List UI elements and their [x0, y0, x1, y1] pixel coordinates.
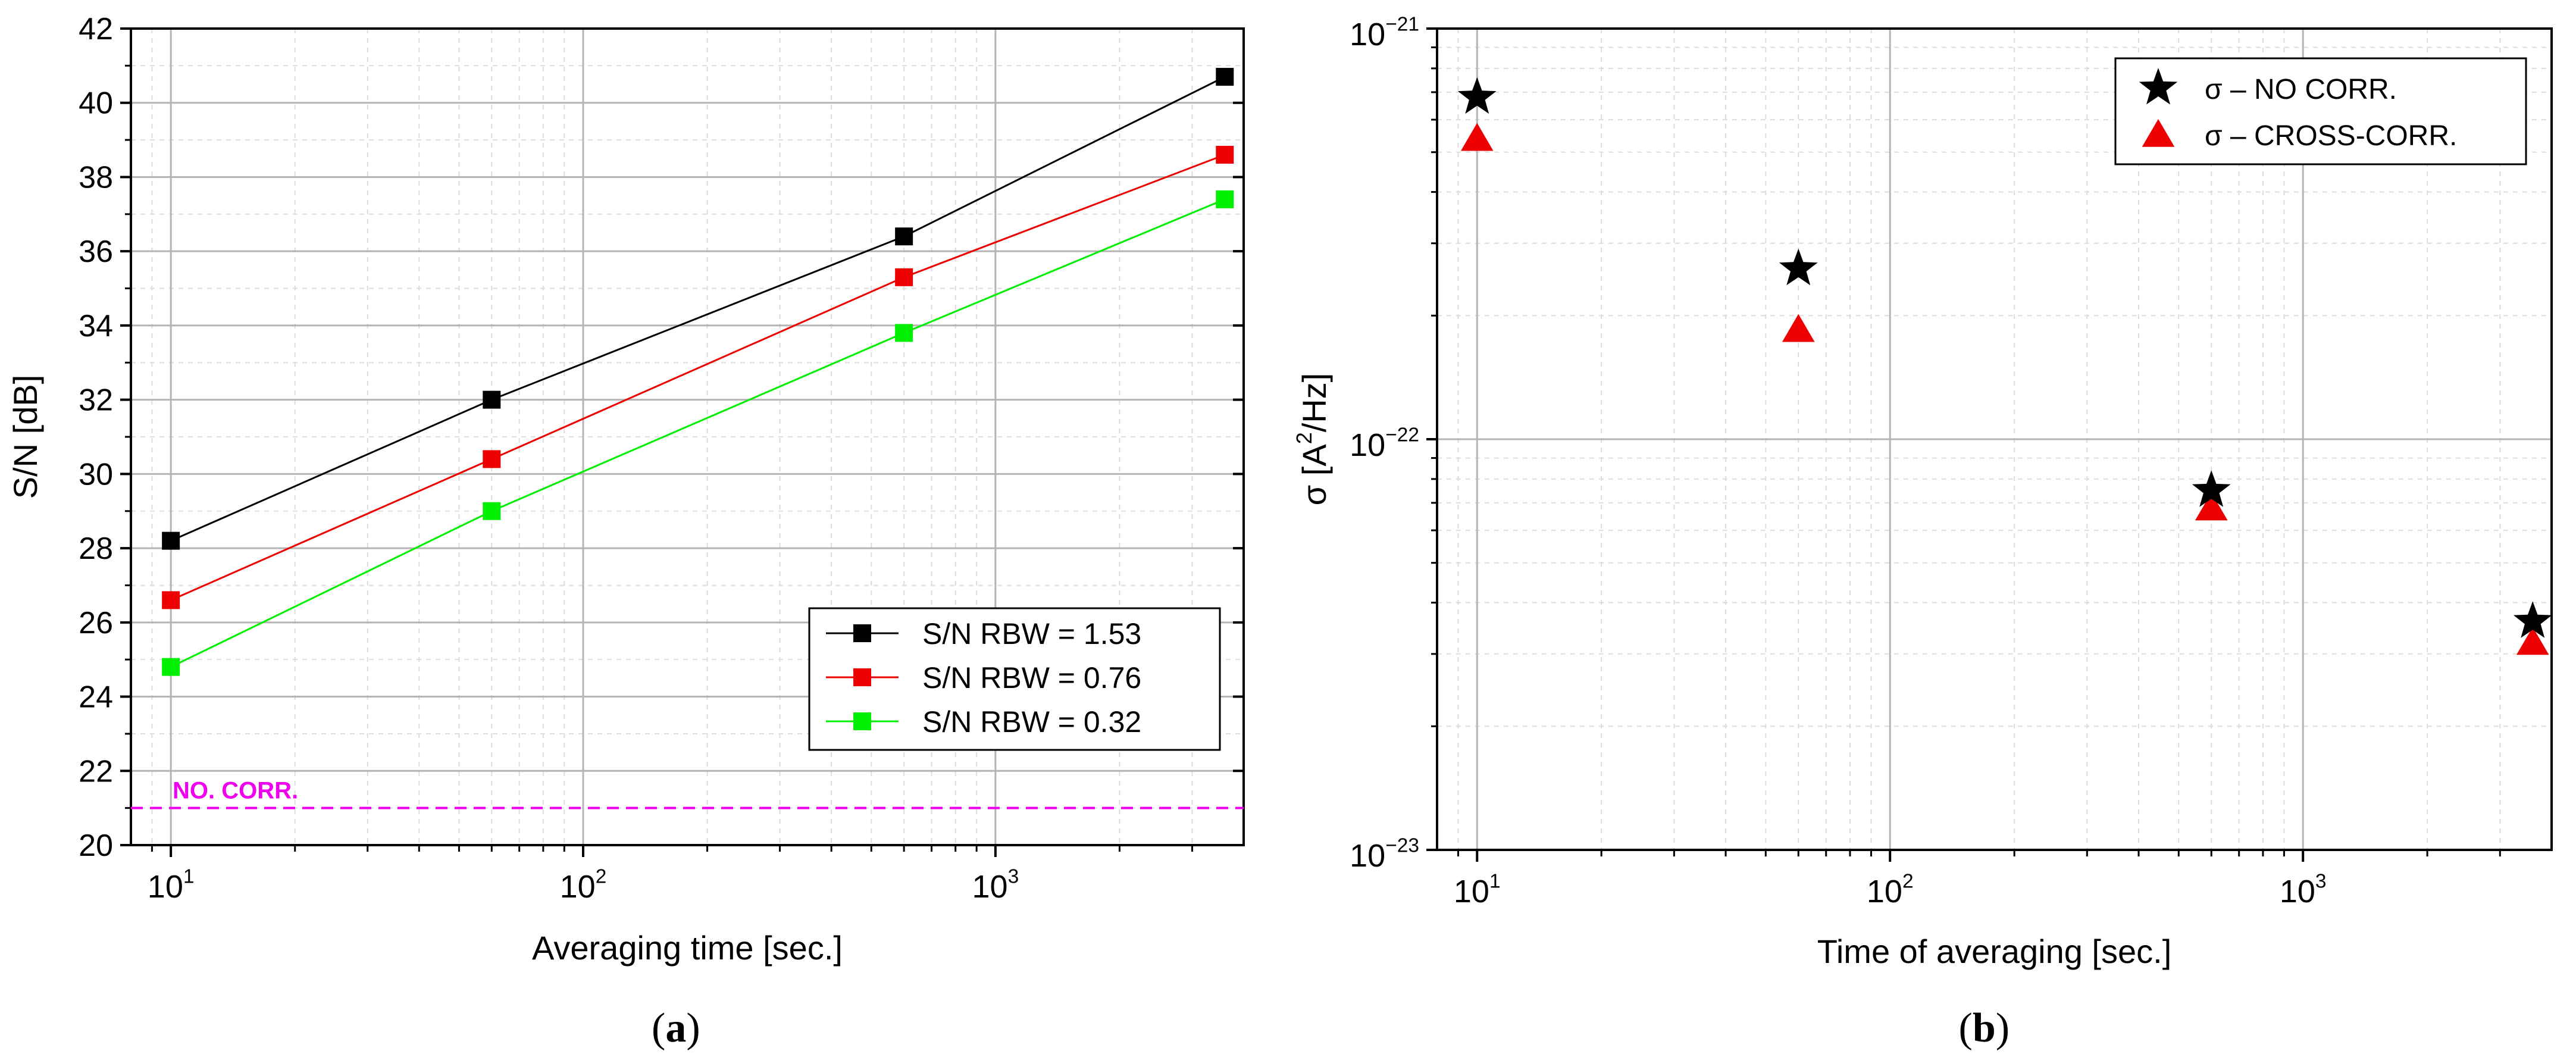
- data-point-triangle: [1460, 123, 1494, 151]
- legend-marker-star: [2139, 68, 2178, 105]
- data-point: [162, 531, 180, 550]
- y-tick-label: 40: [79, 86, 113, 121]
- y-tick-label: 10−21: [1350, 14, 1419, 52]
- series-line: [170, 198, 1225, 668]
- legend-marker: [853, 668, 871, 686]
- y-tick-label: 10−22: [1350, 424, 1419, 463]
- legend-box: [808, 607, 1221, 751]
- y-tick-label: 24: [79, 680, 113, 715]
- y-tick-label: 28: [79, 531, 113, 566]
- x-axis-title: Averaging time [sec.]: [532, 929, 843, 967]
- y-axis-title: S/N [dB]: [7, 375, 44, 499]
- chart-a: 20 22 24 26 28 30 32 34 36 38 40 42 101 102 103 Averagi…: [7, 12, 1245, 1051]
- legend-marker-triangle: [2142, 119, 2175, 147]
- data-point-star: [1779, 248, 1818, 286]
- y-tick-label: 34: [79, 309, 113, 343]
- data-point: [895, 324, 913, 342]
- y-axis-title: σ [A2/Hz]: [1292, 373, 1333, 506]
- y-tick-label: 20: [79, 828, 113, 863]
- chart-b: 10−23 10−22 10−21 101 102 103 Time of averagin…: [1292, 14, 2553, 1051]
- legend-box: [2114, 57, 2527, 165]
- data-point-star: [2513, 601, 2552, 638]
- x-tick-label: 103: [972, 866, 1019, 905]
- data-point-triangle: [2195, 492, 2228, 521]
- legend-marker: [853, 712, 871, 730]
- x-axis-title: Time of averaging [sec.]: [1817, 933, 2172, 970]
- legend-label: S/N RBW = 1.53: [922, 617, 1141, 651]
- legend-label: σ – CROSS-CORR.: [2205, 120, 2457, 152]
- y-tick-label: 30: [79, 457, 113, 492]
- y-tick-label: 32: [79, 383, 113, 418]
- legend-label: S/N RBW = 0.76: [922, 661, 1141, 695]
- legend-label: S/N RBW = 0.32: [922, 705, 1141, 739]
- y-tick-label: 26: [79, 606, 113, 640]
- legend-marker: [853, 624, 871, 642]
- data-point-triangle: [2516, 627, 2549, 655]
- data-point: [1216, 146, 1234, 164]
- data-point: [483, 450, 501, 468]
- series-line: [170, 76, 1225, 542]
- data-point-star: [2192, 470, 2231, 507]
- data-point-star: [1457, 77, 1497, 114]
- data-point-triangle: [1782, 314, 1815, 342]
- caption-a: (a): [652, 1005, 700, 1051]
- legend-label: σ – NO CORR.: [2205, 74, 2397, 105]
- data-point: [162, 658, 180, 676]
- data-point: [483, 502, 501, 520]
- reference-line-label: NO. CORR.: [173, 778, 298, 804]
- x-tick-label: 101: [148, 866, 195, 905]
- x-tick-label: 101: [1454, 871, 1501, 909]
- data-point: [483, 390, 501, 409]
- y-tick-label: 10−23: [1350, 835, 1419, 874]
- data-point: [895, 268, 913, 286]
- x-tick-label: 102: [1867, 871, 1914, 909]
- y-tick-label: 36: [79, 234, 113, 269]
- data-point: [162, 591, 180, 609]
- x-tick-label: 103: [2280, 871, 2327, 909]
- y-tick-label: 42: [79, 12, 113, 46]
- data-point: [1216, 190, 1234, 208]
- data-point: [1216, 68, 1234, 86]
- series-line: [170, 154, 1225, 601]
- y-tick-label: 22: [79, 754, 113, 789]
- caption-b: (b): [1959, 1005, 2010, 1051]
- data-point: [895, 227, 913, 246]
- y-tick-label: 38: [79, 160, 113, 195]
- x-tick-label: 102: [560, 866, 607, 905]
